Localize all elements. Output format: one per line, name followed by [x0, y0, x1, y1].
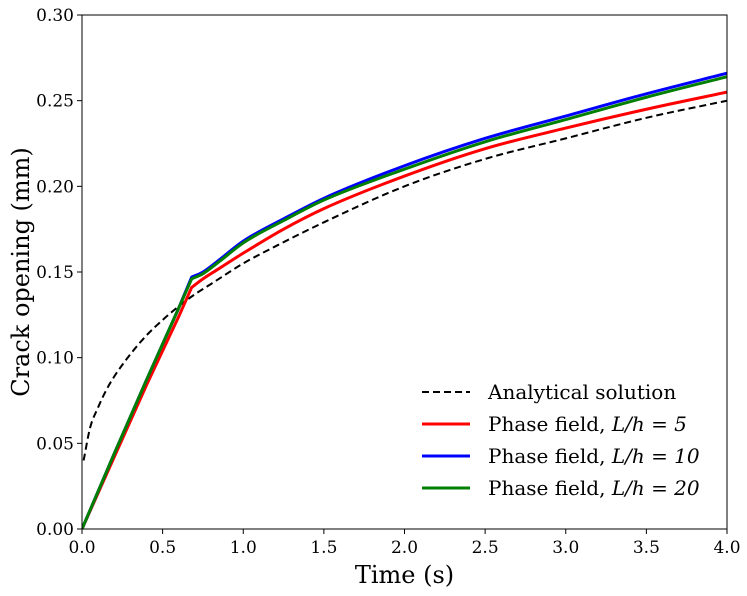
legend-label-3: Phase field, L/h = 20 [488, 476, 700, 500]
legend-label-1: Phase field, L/h = 5 [488, 412, 687, 436]
y-tick-label: 0.10 [36, 349, 74, 369]
y-tick-label: 0.05 [36, 434, 74, 454]
x-axis-label: Time (s) [355, 561, 454, 589]
y-tick-label: 0.25 [36, 92, 74, 112]
x-tick-label: 2.0 [391, 538, 418, 558]
series-line-0 [82, 99, 727, 461]
y-tick-label: 0.30 [36, 6, 74, 26]
series-line-1 [82, 90, 727, 529]
x-tick-label: 0.0 [68, 538, 95, 558]
x-tick-label: 2.5 [472, 538, 499, 558]
x-tick-label: 3.0 [552, 538, 579, 558]
y-tick-label: 0.20 [36, 177, 74, 197]
x-tick-label: 1.0 [230, 538, 257, 558]
y-axis-ticks: 0.00 0.05 0.10 0.15 0.20 0.25 0.30 [36, 6, 82, 540]
legend-label-0: Analytical solution [487, 380, 676, 404]
series-layer [82, 71, 727, 529]
legend-label-2: Phase field, L/h = 10 [488, 444, 700, 468]
y-tick-label: 0.00 [36, 520, 74, 540]
legend: Analytical solution Phase field, L/h = 5 P… [422, 380, 700, 500]
plot-area [82, 71, 727, 529]
series-line-3 [82, 75, 727, 529]
y-tick-label: 0.15 [36, 263, 74, 283]
x-tick-label: 1.5 [310, 538, 337, 558]
x-tick-label: 3.5 [633, 538, 660, 558]
x-tick-label: 0.5 [149, 538, 176, 558]
x-tick-label: 4.0 [713, 538, 740, 558]
x-axis-ticks: 0.0 0.5 1.0 1.5 2.0 2.5 3.0 3.5 4.0 [68, 529, 741, 558]
y-axis-label: Crack opening (mm) [7, 147, 35, 397]
